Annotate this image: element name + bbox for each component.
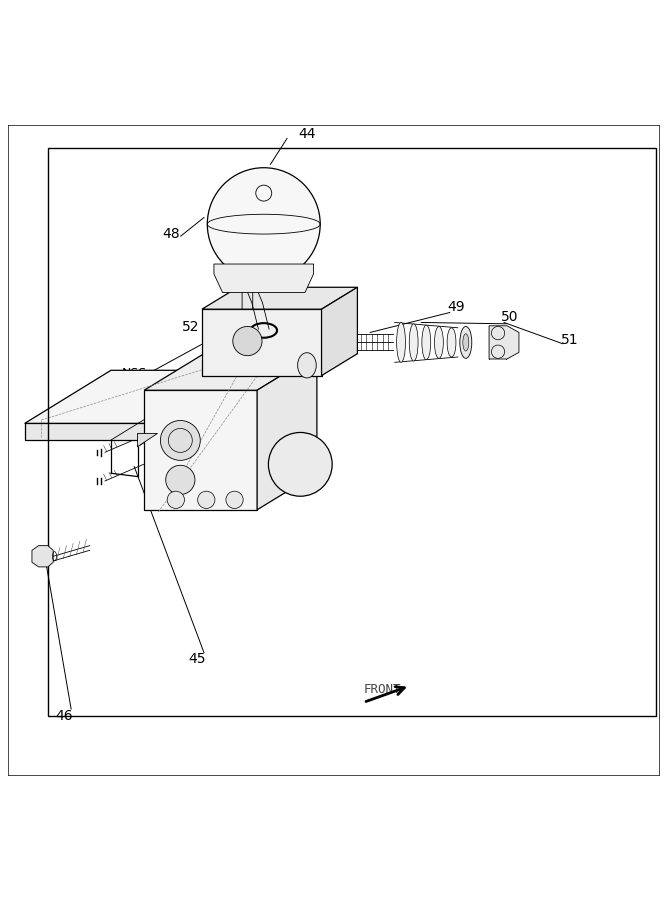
Text: 44: 44 — [298, 128, 315, 141]
Circle shape — [165, 465, 195, 494]
Polygon shape — [202, 287, 358, 310]
Ellipse shape — [422, 325, 431, 360]
Text: 51: 51 — [560, 333, 578, 347]
Text: 50: 50 — [501, 310, 518, 324]
Polygon shape — [32, 545, 53, 567]
Polygon shape — [257, 354, 317, 509]
Polygon shape — [489, 326, 519, 359]
Text: 45: 45 — [189, 652, 206, 666]
Ellipse shape — [460, 327, 472, 358]
Circle shape — [160, 420, 200, 461]
Polygon shape — [144, 354, 317, 391]
Circle shape — [197, 491, 215, 508]
Ellipse shape — [447, 328, 456, 357]
Text: 49: 49 — [448, 301, 465, 314]
Bar — [48, 148, 656, 716]
Text: 48: 48 — [162, 227, 179, 241]
Ellipse shape — [463, 334, 469, 351]
Polygon shape — [202, 310, 321, 375]
Polygon shape — [25, 423, 191, 440]
Text: 46: 46 — [55, 708, 73, 723]
Polygon shape — [137, 434, 157, 446]
Circle shape — [226, 491, 243, 508]
Polygon shape — [321, 287, 358, 375]
Polygon shape — [214, 264, 313, 292]
Polygon shape — [25, 370, 277, 423]
Ellipse shape — [434, 327, 444, 358]
Ellipse shape — [297, 353, 316, 378]
Polygon shape — [144, 391, 257, 509]
Circle shape — [268, 433, 332, 496]
Ellipse shape — [410, 324, 418, 361]
Text: NSS: NSS — [121, 367, 147, 380]
Circle shape — [207, 167, 320, 281]
Circle shape — [167, 491, 185, 508]
Ellipse shape — [397, 322, 406, 363]
Text: FRONT: FRONT — [364, 682, 401, 696]
Circle shape — [233, 327, 262, 356]
Text: 52: 52 — [182, 320, 199, 334]
